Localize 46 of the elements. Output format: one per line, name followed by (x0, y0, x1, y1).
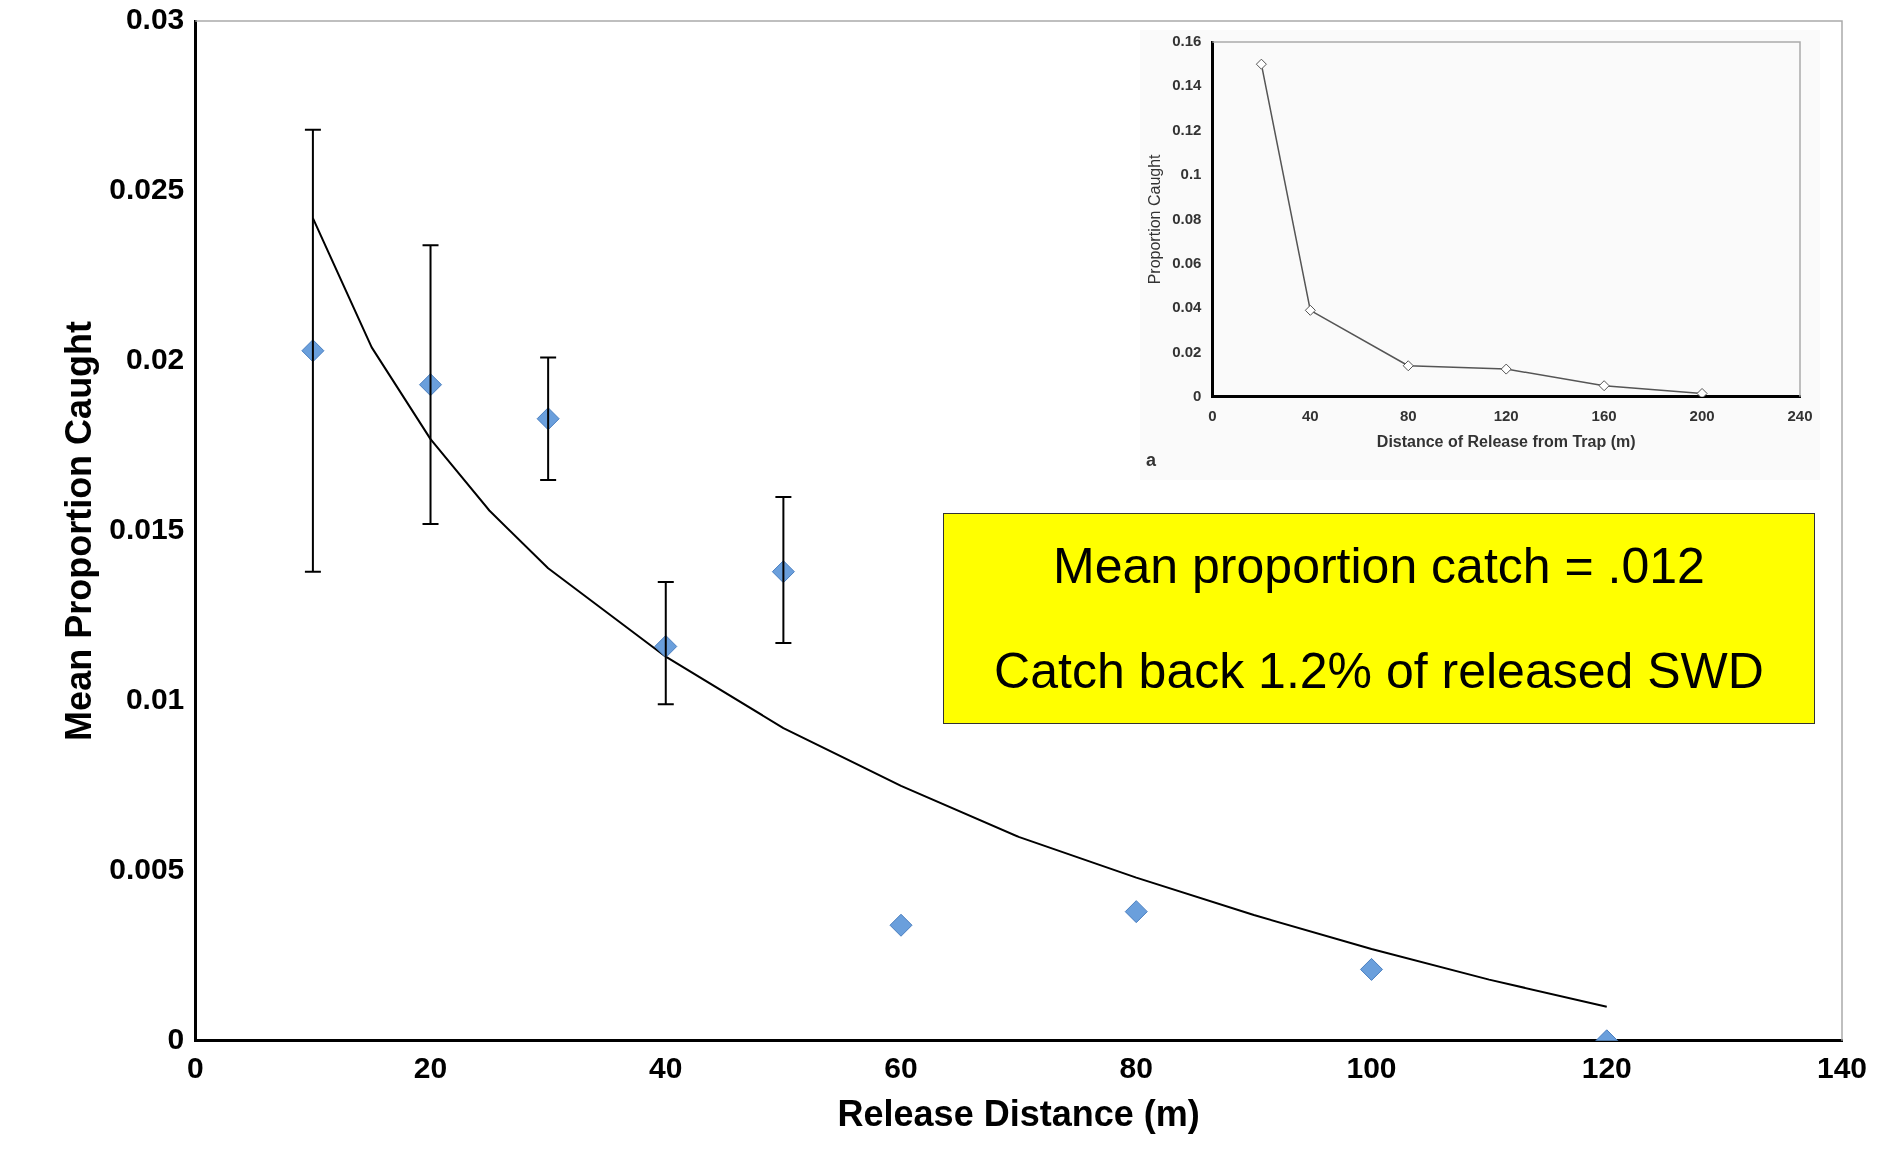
x-tick-label: 60 (884, 1051, 918, 1085)
point (1304, 304, 1316, 316)
x-tick-label: 40 (649, 1051, 683, 1085)
y-tick-label: 0 (167, 1022, 185, 1056)
x-tick-label: 0 (1208, 406, 1217, 424)
y-tick-label: 0.02 (1172, 342, 1202, 360)
x-tick-label: 100 (1346, 1051, 1397, 1085)
x-tick-label: 140 (1816, 1051, 1868, 1085)
point (1500, 363, 1512, 375)
y-tick-label: 0.1 (1180, 165, 1202, 183)
y-tick-label: 0.01 (125, 682, 185, 716)
point (1598, 380, 1610, 392)
y-tick-label: 0.005 (109, 852, 185, 886)
point (1402, 360, 1414, 372)
x-tick-label: 80 (1399, 406, 1417, 424)
x-axis-title: Release Distance (m) (837, 1093, 1200, 1135)
point (1360, 957, 1384, 981)
y-tick-label: 0.06 (1172, 253, 1202, 271)
x-tick-label: 80 (1119, 1051, 1153, 1085)
x-tick-label: 120 (1581, 1051, 1632, 1085)
y-tick-label: 0.14 (1172, 76, 1203, 94)
y-tick-label: 0.16 (1172, 32, 1202, 50)
y-tick-label: 0.04 (1172, 298, 1203, 316)
y-tick-label: 0.12 (1172, 120, 1202, 138)
point (1124, 900, 1148, 924)
y-tick-label: 0 (1193, 386, 1202, 404)
x-axis-title: Distance of Release from Trap (m) (1376, 432, 1636, 450)
y-axis-title: Proportion Caught (1146, 153, 1164, 285)
annotation: Mean proportion catch = .012 (1053, 537, 1705, 596)
y-tick-label: 0.02 (125, 342, 185, 376)
x-tick-label: 40 (1301, 406, 1319, 424)
annotation: Catch back 1.2% of released SWD (994, 641, 1764, 700)
y-tick-label: 0.025 (109, 172, 185, 206)
x-tick-label: 240 (1787, 406, 1813, 424)
x-tick-label: 160 (1591, 406, 1617, 424)
y-axis-title: Mean Proportion Caught (57, 320, 99, 741)
point (1255, 58, 1267, 70)
x-tick-label: 20 (413, 1051, 448, 1085)
annotation: a (1146, 450, 1157, 471)
point (889, 913, 913, 937)
y-tick-label: 0.03 (125, 2, 185, 36)
x-tick-label: 200 (1689, 406, 1715, 424)
point (1696, 387, 1708, 397)
y-tick-label: 0.015 (109, 512, 185, 546)
y-tick-label: 0.08 (1172, 209, 1202, 227)
x-tick-label: 120 (1493, 406, 1519, 424)
